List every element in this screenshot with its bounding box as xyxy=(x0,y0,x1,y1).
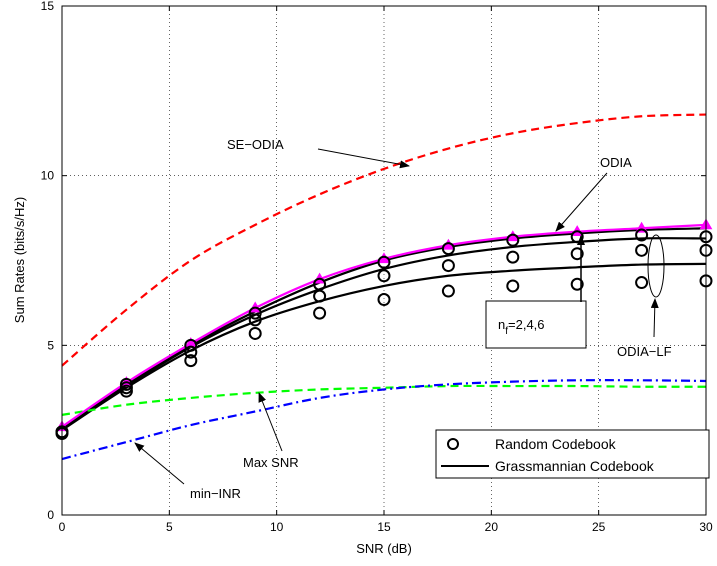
x-tick-label-3: 15 xyxy=(377,520,391,534)
x-tick-label-5: 25 xyxy=(592,520,606,534)
max-snr-label: Max SNR xyxy=(243,455,299,470)
x-tick-label-1: 5 xyxy=(166,520,173,534)
legend-random-codebook: Random Codebook xyxy=(495,436,617,452)
se-odia-label: SE−ODIA xyxy=(227,137,284,152)
legend: Random Codebook Grassmannian Codebook xyxy=(436,430,709,478)
x-axis-label: SNR (dB) xyxy=(356,541,412,556)
odia-label: ODIA xyxy=(600,155,632,170)
y-tick-label-3: 15 xyxy=(41,0,55,13)
x-tick-label-4: 20 xyxy=(485,520,499,534)
x-tick-label-2: 10 xyxy=(270,520,284,534)
y-axis-label: Sum Rates (bits/s/Hz) xyxy=(12,197,27,323)
nf-label-rest: =2,4,6 xyxy=(508,317,545,332)
y-tick-label-1: 5 xyxy=(47,338,54,352)
y-tick-label-2: 10 xyxy=(41,169,55,183)
x-tick-label-6: 30 xyxy=(699,520,713,534)
x-tick-label-0: 0 xyxy=(59,520,66,534)
min-inr-label: min−INR xyxy=(190,486,241,501)
nf-label-main: n xyxy=(498,317,505,332)
odia-lf-label: ODIA−LF xyxy=(617,344,672,359)
legend-grassmannian-codebook: Grassmannian Codebook xyxy=(495,458,655,474)
y-tick-label-0: 0 xyxy=(47,508,54,522)
